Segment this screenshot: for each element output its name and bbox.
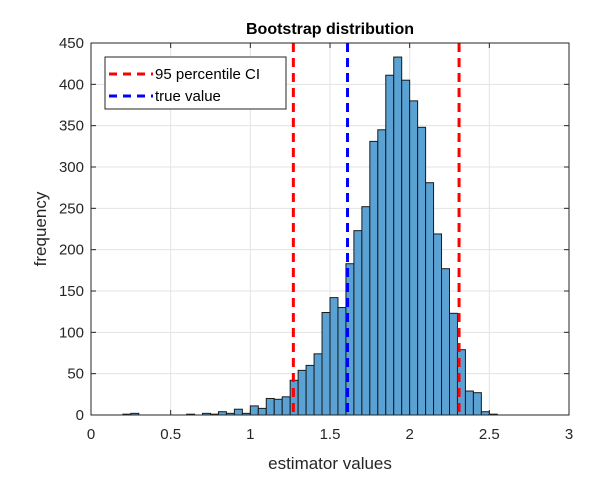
y-tick-label: 250 (59, 200, 84, 217)
histogram-bar (393, 56, 403, 416)
ticks: 0 0.5 1 1.5 2 2.5 3 0 50 100 150 200 250 300 350 400 450 (59, 35, 573, 443)
chart-title: Bootstrap distribution (246, 21, 414, 38)
x-tick-label: 1 (246, 426, 254, 443)
y-tick-label: 150 (59, 283, 84, 300)
histogram-bar (281, 396, 291, 416)
histogram-bar (361, 206, 371, 416)
histogram-bar (449, 312, 458, 416)
histogram-bar (369, 140, 379, 416)
x-tick-label: 1.5 (320, 426, 341, 443)
histogram-bar (385, 74, 395, 416)
histogram-bar (337, 307, 347, 416)
histogram-bar (305, 364, 315, 416)
x-tick-label: 2.5 (479, 426, 500, 443)
histogram-bar (464, 390, 474, 416)
y-tick-label: 0 (76, 407, 84, 424)
histogram-bar (472, 392, 482, 416)
y-tick-label: 450 (59, 35, 84, 52)
y-tick-label: 300 (59, 159, 84, 176)
histogram-bar (233, 408, 243, 416)
histogram-bar (257, 407, 267, 416)
reference-lines (291, 43, 461, 415)
histogram-bar (313, 353, 323, 416)
y-axis-label: frequency (31, 191, 50, 266)
legend: 95 percentile CI true value (104, 56, 287, 110)
histogram-bar (377, 129, 387, 416)
histogram-bar (273, 398, 283, 416)
histogram-bar (297, 369, 307, 416)
legend-box (104, 56, 287, 110)
y-tick-label: 200 (59, 242, 84, 259)
y-tick-label: 400 (59, 76, 84, 93)
x-tick-label: 0.5 (160, 426, 181, 443)
x-tick-label: 2 (405, 426, 413, 443)
x-tick-label: 0 (87, 426, 95, 443)
histogram-bar (441, 268, 450, 416)
histogram-bar (425, 182, 435, 416)
legend-label: true value (155, 88, 221, 105)
histogram-bar (329, 297, 339, 416)
histogram-bar (433, 233, 443, 416)
histogram-bar (353, 230, 363, 416)
histogram-bar (401, 79, 411, 416)
x-axis-label: estimator values (268, 454, 392, 473)
legend-label: 95 percentile CI (155, 66, 260, 83)
y-tick-label: 100 (59, 324, 84, 341)
histogram-bar (249, 405, 259, 416)
y-tick-label: 50 (67, 366, 84, 383)
histogram-bar (265, 397, 275, 416)
histogram-bar (409, 100, 419, 416)
y-tick-label: 350 (59, 118, 84, 135)
histogram-bar (321, 311, 331, 416)
histogram-bar (417, 126, 427, 416)
x-tick-label: 3 (565, 426, 573, 443)
